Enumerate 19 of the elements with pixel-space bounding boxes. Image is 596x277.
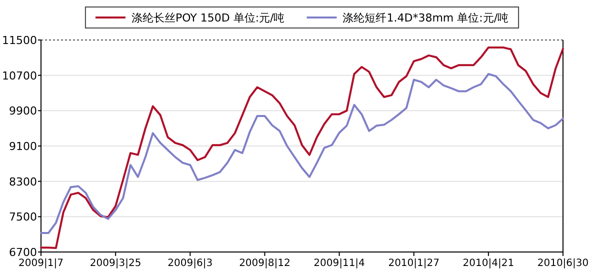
x-tick-label: 2010|1|27 bbox=[388, 258, 440, 269]
x-tick-label: 2009|6|3 bbox=[168, 258, 213, 269]
x-tick-label: 2010|6|30 bbox=[537, 258, 589, 269]
x-tick-label: 2009|11|4 bbox=[314, 258, 365, 269]
y-tick-label: 11500 bbox=[2, 34, 37, 47]
x-tick-label: 2010|4|21 bbox=[462, 258, 514, 269]
legend-label: 涤纶短纤1.4D*38mm 单位:元/吨 bbox=[342, 12, 509, 24]
y-tick-label: 9900 bbox=[9, 104, 37, 118]
y-tick-label: 6700 bbox=[9, 246, 37, 259]
y-tick-label: 8300 bbox=[9, 175, 37, 188]
line-series bbox=[40, 73, 564, 234]
y-tick-label: 7500 bbox=[9, 210, 37, 224]
x-tick-label: 2009|3|25 bbox=[90, 258, 142, 269]
line-series bbox=[40, 46, 564, 250]
x-tick-label: 2009|1|7 bbox=[18, 258, 64, 269]
y-tick-label: 9100 bbox=[9, 140, 37, 153]
legend-label: 涤纶长丝POY 150D 单位:元/吨 bbox=[131, 12, 285, 24]
y-tick-label: 10700 bbox=[2, 69, 37, 82]
x-tick-label: 2009|8|12 bbox=[239, 258, 290, 269]
